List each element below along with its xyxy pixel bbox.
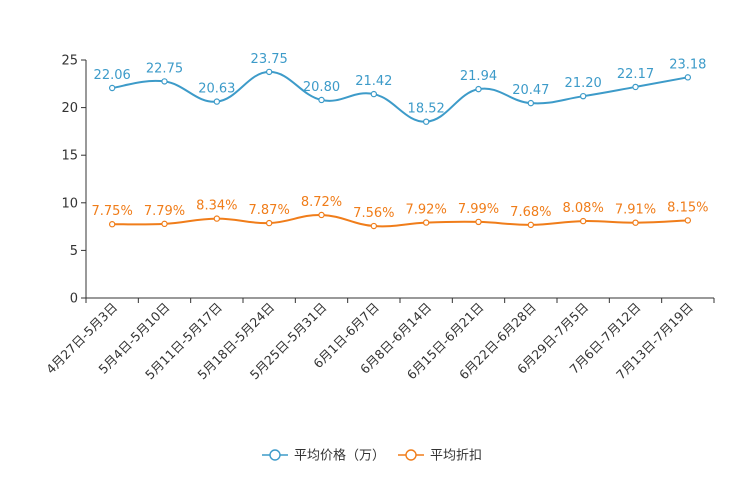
data-label: 21.42 <box>355 74 392 89</box>
data-label: 7.91% <box>615 203 656 218</box>
y-tick-label: 5 <box>70 244 78 259</box>
data-label: 7.56% <box>353 206 394 221</box>
data-label: 7.68% <box>510 205 551 220</box>
legend-marker-icon <box>405 449 417 461</box>
y-tick-label: 15 <box>61 149 78 164</box>
data-label: 21.20 <box>565 76 602 91</box>
data-label: 8.15% <box>667 200 708 215</box>
data-point[interactable] <box>161 220 168 228</box>
y-tick-label: 0 <box>70 292 78 307</box>
data-point[interactable] <box>213 215 221 222</box>
data-label: 20.47 <box>512 83 549 98</box>
data-point[interactable] <box>108 221 116 228</box>
data-label: 7.92% <box>406 203 447 218</box>
data-label: 22.17 <box>617 67 654 82</box>
data-point[interactable] <box>632 219 639 226</box>
y-tick-label: 20 <box>61 101 78 116</box>
data-point[interactable] <box>370 222 378 230</box>
data-point[interactable] <box>475 218 482 226</box>
data-point[interactable] <box>422 219 430 226</box>
data-label: 23.75 <box>251 52 288 67</box>
data-point[interactable] <box>370 90 378 98</box>
data-point[interactable] <box>527 221 535 229</box>
data-label: 18.52 <box>408 102 445 117</box>
data-label: 22.06 <box>94 68 131 83</box>
data-point[interactable] <box>684 217 692 224</box>
legend-label: 平均价格（万） <box>294 448 385 464</box>
data-label: 8.72% <box>301 195 342 210</box>
data-point[interactable] <box>684 74 692 81</box>
series-line <box>112 213 688 228</box>
y-tick-label: 25 <box>61 54 78 69</box>
data-point[interactable] <box>213 98 221 105</box>
series-avg-discount: 7.75% 7.79% 8.34% 7.87% 8.72% 7.56% 7.92% 7.99%… <box>92 195 708 230</box>
data-label: 22.75 <box>146 61 183 76</box>
data-point[interactable] <box>579 92 587 100</box>
chart-legend[interactable]: 平均价格（万） 平均折扣 <box>262 448 482 464</box>
data-label: 7.99% <box>458 202 499 217</box>
data-label: 20.80 <box>303 80 340 95</box>
data-point[interactable] <box>161 78 168 85</box>
data-point[interactable] <box>632 83 639 91</box>
y-tick-label: 10 <box>61 196 78 211</box>
data-point[interactable] <box>265 68 273 76</box>
data-point[interactable] <box>527 99 535 107</box>
data-point[interactable] <box>422 118 430 125</box>
data-point[interactable] <box>579 217 587 225</box>
data-point[interactable] <box>265 219 273 227</box>
data-point[interactable] <box>318 211 325 219</box>
data-label: 8.08% <box>563 201 604 216</box>
data-point[interactable] <box>318 96 325 104</box>
legend-item-avg-price[interactable]: 平均价格（万） <box>262 448 385 464</box>
data-label: 23.18 <box>669 57 706 72</box>
legend-item-avg-discount[interactable]: 平均折扣 <box>398 449 482 464</box>
data-label: 21.94 <box>460 69 497 84</box>
data-label: 8.34% <box>196 199 237 214</box>
data-point[interactable] <box>108 84 116 92</box>
data-label: 7.79% <box>144 204 185 219</box>
chart-series-layer: 22.06 22.75 20.63 23.75 20.80 21.42 18.52 21.94… <box>92 52 708 230</box>
series-avg-price: 22.06 22.75 20.63 23.75 20.80 21.42 18.52 21.94… <box>94 52 706 125</box>
data-label: 7.87% <box>249 203 290 218</box>
legend-marker-icon <box>269 449 281 461</box>
data-point[interactable] <box>475 85 482 93</box>
data-label: 20.63 <box>198 82 235 97</box>
legend-label: 平均折扣 <box>430 449 482 464</box>
data-label: 7.75% <box>92 204 133 219</box>
